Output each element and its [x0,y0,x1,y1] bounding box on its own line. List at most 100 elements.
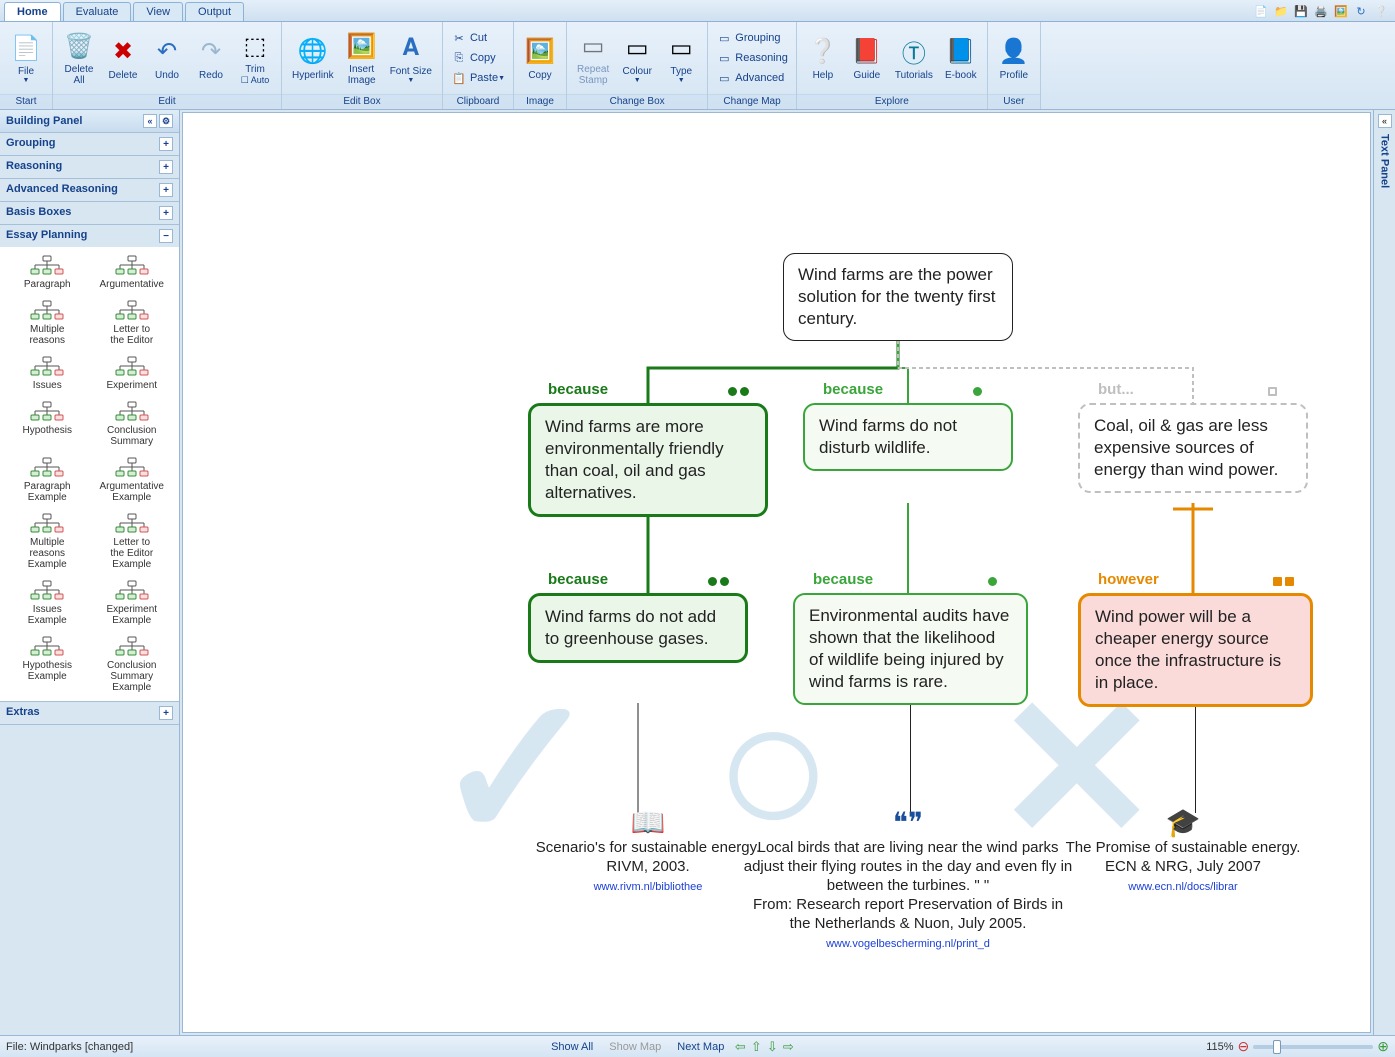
diagram-node[interactable]: Wind farms do not disturb wildlife. [803,403,1013,471]
ribbon: 📄File▼Start🗑️DeleteAll✖Delete↶Undo↷Redo⬚… [0,22,1395,110]
section-basis-boxes[interactable]: Basis Boxes+ [0,202,179,224]
show-map-button[interactable]: Show Map [602,1039,668,1055]
delete-button[interactable]: ✖Delete [101,25,145,91]
nav-left-icon[interactable]: ⇦ [732,1039,748,1055]
palette-argumentative[interactable]: Argumentative [91,253,174,292]
reference: ❝❞Local birds that are living near the w… [743,813,1073,954]
palette-hypothesis-example[interactable]: HypothesisExample [6,634,89,695]
paste-button[interactable]: 📋Paste ▼ [447,68,509,88]
tab-view[interactable]: View [133,2,183,21]
reasoning-button[interactable]: ▭Reasoning [712,48,792,68]
save-icon[interactable]: 💾 [1293,3,1309,19]
colour-button[interactable]: ▭Colour▼ [615,25,659,91]
diagram-node[interactable]: Wind power will be a cheaper energy sour… [1078,593,1313,707]
diagram-node[interactable]: Wind farms are more environmentally frie… [528,403,768,517]
reference: 🎓The Promise of sustainable energy. ECN … [1053,813,1313,897]
next-map-button[interactable]: Next Map [670,1039,731,1055]
palette-letter-to-the-editor[interactable]: Letter tothe Editor [91,298,174,348]
help-icon[interactable]: ❔ [1373,3,1389,19]
redo-button[interactable]: ↷Redo [189,25,233,91]
zoom-in-icon[interactable]: ⊕ [1377,1038,1389,1055]
e-book-button[interactable]: 📘E-book [939,25,983,91]
section-advanced-reasoning[interactable]: Advanced Reasoning+ [0,179,179,201]
nav-right-icon[interactable]: ⇨ [780,1039,796,1055]
tutorials-button[interactable]: ⓉTutorials [889,25,939,91]
insert-image-button[interactable]: 🖼️InsertImage [340,25,384,91]
palette-hypothesis[interactable]: Hypothesis [6,399,89,449]
panel-settings-icon[interactable]: ⚙ [159,114,173,128]
section-reasoning[interactable]: Reasoning+ [0,156,179,178]
diagram-node[interactable]: Coal, oil & gas are less expensive sourc… [1078,403,1308,493]
main-tabs: Home Evaluate View Output 📄 📁 💾 🖨️ 🖼️ ↻ … [0,0,1395,22]
palette-paragraph[interactable]: Paragraph [6,253,89,292]
rating-dots [973,387,982,396]
zoom-value: 115% [1206,1041,1233,1053]
diagram-node[interactable]: Wind farms are the power solution for th… [783,253,1013,341]
palette-paragraph-example[interactable]: ParagraphExample [6,455,89,505]
building-panel-header: Building Panel « ⚙ [0,110,179,133]
section-grouping[interactable]: Grouping+ [0,133,179,155]
rating-dots [708,577,729,586]
connector-label: however [1098,571,1159,588]
expand-text-panel-icon[interactable]: « [1378,114,1392,128]
repeat-stamp-button[interactable]: ▭RepeatStamp [571,25,615,91]
diagram-node[interactable]: Environmental audits have shown that the… [793,593,1028,705]
connector-label: because [548,381,608,398]
reference-link[interactable]: www.vogelbescherming.nl/print_d [826,938,990,950]
canvas[interactable]: ✓○✕Wind farms are the power solution for… [182,112,1371,1033]
connector-label: but... [1098,381,1134,398]
nav-down-icon[interactable]: ⇩ [764,1039,780,1055]
nav-up-icon[interactable]: ⇧ [748,1039,764,1055]
refresh-icon[interactable]: ↻ [1353,3,1369,19]
image-icon[interactable]: 🖼️ [1333,3,1349,19]
rating-dots [1268,387,1277,396]
grouping-button[interactable]: ▭Grouping [712,28,792,48]
copy-button[interactable]: 🖼️Copy [518,25,562,91]
advanced-button[interactable]: ▭Advanced [712,68,792,88]
reference-link[interactable]: www.rivm.nl/bibliothee [594,881,703,893]
type-button[interactable]: ▭Type▼ [659,25,703,91]
profile-button[interactable]: 👤Profile [992,25,1036,91]
palette-issues-example[interactable]: IssuesExample [6,578,89,628]
help-button[interactable]: ❔Help [801,25,845,91]
rating-dots [988,577,997,586]
show-all-button[interactable]: Show All [544,1039,600,1055]
palette-conclusion-summary-example[interactable]: ConclusionSummaryExample [91,634,174,695]
zoom-slider[interactable] [1253,1045,1373,1049]
palette-experiment-example[interactable]: ExperimentExample [91,578,174,628]
palette-argumentative-example[interactable]: ArgumentativeExample [91,455,174,505]
section-essay-planning[interactable]: Essay Planning− [0,225,179,247]
palette-multiple-reasons[interactable]: Multiplereasons [6,298,89,348]
palette-multiple-reasons-example[interactable]: MultiplereasonsExample [6,511,89,572]
text-panel-collapsed: « Text Panel [1373,110,1395,1035]
palette-conclusion-summary[interactable]: ConclusionSummary [91,399,174,449]
tab-output[interactable]: Output [185,2,244,21]
accordion: Grouping+Reasoning+Advanced Reasoning+Ba… [0,133,179,725]
zoom-out-icon[interactable]: ⊖ [1238,1038,1250,1055]
open-icon[interactable]: 📁 [1273,3,1289,19]
reference-link[interactable]: www.ecn.nl/docs/librar [1128,881,1237,893]
file-button[interactable]: 📄File▼ [4,25,48,91]
building-panel-title: Building Panel [6,115,82,127]
tab-evaluate[interactable]: Evaluate [63,2,132,21]
new-icon[interactable]: 📄 [1253,3,1269,19]
collapse-panel-icon[interactable]: « [143,114,157,128]
section-extras[interactable]: Extras+ [0,702,179,724]
reference: 📖Scenario's for sustainable energy.RIVM,… [533,813,763,897]
connector-label: because [548,571,608,588]
undo-button[interactable]: ↶Undo [145,25,189,91]
tab-home[interactable]: Home [4,2,61,21]
palette-letter-to-the-editor-example[interactable]: Letter tothe EditorExample [91,511,174,572]
diagram-node[interactable]: Wind farms do not add to greenhouse gase… [528,593,748,663]
font-size-button[interactable]: 𝐀Font Size▼ [384,25,438,91]
hyperlink-button[interactable]: 🌐Hyperlink [286,25,340,91]
guide-button[interactable]: 📕Guide [845,25,889,91]
palette-issues[interactable]: Issues [6,354,89,393]
delete-all-button[interactable]: 🗑️DeleteAll [57,25,101,91]
connector-label: because [823,381,883,398]
print-icon[interactable]: 🖨️ [1313,3,1329,19]
cut-button[interactable]: ✂Cut [447,28,509,48]
trim-button[interactable]: ⬚Trim☐ Auto [233,25,277,91]
copy-button[interactable]: ⎘Copy [447,48,509,68]
palette-experiment[interactable]: Experiment [91,354,174,393]
